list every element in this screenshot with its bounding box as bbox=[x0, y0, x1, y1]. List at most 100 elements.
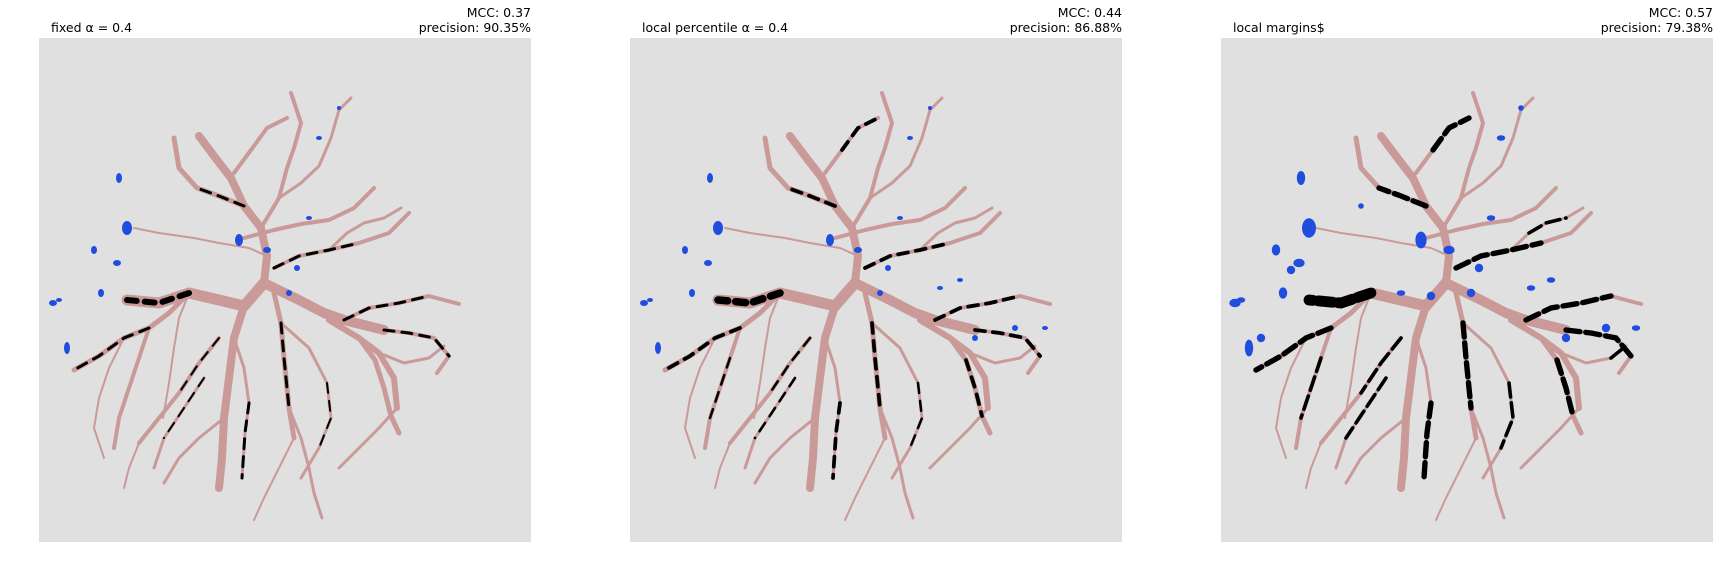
vessel-path bbox=[195, 132, 271, 287]
match-segment bbox=[1430, 115, 1472, 153]
vessel-path bbox=[1344, 292, 1372, 419]
vessel-path bbox=[1441, 91, 1485, 230]
false-positive-speck bbox=[1546, 277, 1556, 283]
panel-title: local percentile α = 0.4 bbox=[642, 20, 789, 35]
match-segment bbox=[195, 186, 246, 208]
vessel-segmentation-graphic bbox=[49, 91, 461, 521]
match-segment bbox=[1344, 376, 1388, 440]
precision-value: precision: 86.88% bbox=[1009, 20, 1122, 35]
match-segment bbox=[908, 381, 924, 450]
false-positive-speck bbox=[1631, 325, 1641, 331]
match-segment bbox=[1453, 240, 1544, 271]
vessel-path bbox=[714, 442, 731, 489]
precision-value: precision: 90.35% bbox=[418, 20, 531, 35]
match-segment bbox=[1460, 320, 1474, 411]
false-positive-speck bbox=[306, 216, 312, 220]
mcc-value: MCC: 0.37 bbox=[466, 5, 531, 20]
vessel-path bbox=[684, 337, 716, 459]
vessel-tree bbox=[71, 91, 461, 521]
match-segment bbox=[973, 328, 1042, 358]
match-segment bbox=[753, 376, 797, 440]
match-segment bbox=[1299, 356, 1323, 420]
vessel-path bbox=[232, 336, 251, 480]
match-segment bbox=[863, 241, 952, 270]
true-positive-overlay bbox=[1253, 115, 1634, 481]
match-segment bbox=[714, 289, 784, 307]
false-positive-speck bbox=[1286, 265, 1296, 275]
vessel-path bbox=[1519, 406, 1581, 470]
vessel-path bbox=[933, 294, 1052, 322]
vessel-path bbox=[377, 344, 446, 365]
false-positive-speck bbox=[1415, 231, 1427, 249]
false-positive-speck bbox=[91, 246, 97, 254]
panel-title: local margins$ bbox=[1233, 20, 1325, 35]
false-positive-speck bbox=[1244, 339, 1254, 357]
vessel-path bbox=[844, 437, 886, 521]
vessel-path bbox=[753, 416, 817, 485]
panel-fixed-alpha: fixed α = 0.4 MCC: 0.37 precision: 90.35… bbox=[39, 0, 531, 545]
false-positive-speck bbox=[854, 247, 862, 253]
vessel-path bbox=[1414, 116, 1471, 175]
precision-value: precision: 79.38% bbox=[1600, 20, 1713, 35]
match-segment bbox=[831, 401, 842, 480]
vessel-path bbox=[259, 91, 303, 230]
match-segment bbox=[1563, 327, 1634, 359]
false-positive-speck bbox=[263, 247, 271, 253]
false-positive-speck bbox=[897, 216, 903, 220]
vessel-path bbox=[918, 206, 994, 252]
match-segment bbox=[178, 337, 220, 394]
vessel-path bbox=[133, 227, 268, 257]
vessel-path bbox=[806, 302, 839, 492]
vessel-path bbox=[724, 227, 859, 257]
false-positive-speck bbox=[98, 289, 104, 297]
match-segment bbox=[1359, 336, 1403, 395]
false-positive-speck bbox=[826, 234, 834, 246]
match-segment bbox=[1253, 325, 1334, 373]
false-positive-speck bbox=[1466, 288, 1476, 298]
match-segment bbox=[163, 377, 205, 439]
false-positive-speck bbox=[49, 300, 57, 306]
vessel-path bbox=[786, 132, 862, 287]
false-positive-speck bbox=[1256, 333, 1266, 343]
false-positive-overlay bbox=[1229, 105, 1641, 357]
segmentation-image bbox=[630, 38, 1122, 542]
vessel-path bbox=[968, 344, 1037, 365]
mcc-value: MCC: 0.44 bbox=[1057, 5, 1122, 20]
match-segment bbox=[1527, 216, 1568, 235]
false-positive-speck bbox=[316, 136, 322, 140]
vessel-path bbox=[1397, 302, 1430, 492]
match-segment bbox=[768, 336, 812, 395]
false-positive-speck bbox=[1278, 287, 1288, 299]
vessel-tree bbox=[662, 91, 1052, 521]
vessel-path bbox=[123, 442, 140, 489]
vessel-path bbox=[327, 206, 403, 252]
false-positive-speck bbox=[1358, 203, 1364, 209]
false-positive-speck bbox=[1518, 105, 1524, 111]
vessel-path bbox=[342, 294, 461, 322]
vessel-path bbox=[215, 302, 248, 492]
match-segment bbox=[272, 241, 361, 270]
metrics: MCC: 0.44 precision: 86.88% bbox=[1010, 5, 1122, 35]
false-positive-speck bbox=[713, 221, 723, 235]
match-segment bbox=[318, 382, 333, 449]
mcc-value: MCC: 0.57 bbox=[1648, 5, 1713, 20]
metrics: MCC: 0.57 precision: 79.38% bbox=[1601, 5, 1713, 35]
vessel-tree bbox=[1253, 91, 1643, 521]
vessel-path bbox=[232, 116, 289, 175]
false-positive-speck bbox=[682, 246, 688, 254]
false-positive-speck bbox=[1426, 291, 1436, 301]
false-positive-speck bbox=[655, 342, 661, 354]
vessel-path bbox=[1305, 442, 1322, 489]
false-positive-speck bbox=[957, 278, 963, 282]
true-positive-overlay bbox=[72, 186, 451, 480]
false-positive-speck bbox=[1474, 263, 1484, 273]
false-positive-speck bbox=[116, 173, 122, 183]
vessel-path bbox=[356, 335, 402, 436]
vessel-path bbox=[1459, 96, 1535, 200]
false-positive-speck bbox=[907, 136, 913, 140]
match-segment bbox=[708, 356, 732, 420]
match-segment bbox=[933, 294, 1022, 322]
false-positive-speck bbox=[640, 300, 648, 306]
match-segment bbox=[1303, 287, 1377, 309]
panel-local-percentile: local percentile α = 0.4 MCC: 0.44 preci… bbox=[630, 0, 1122, 545]
